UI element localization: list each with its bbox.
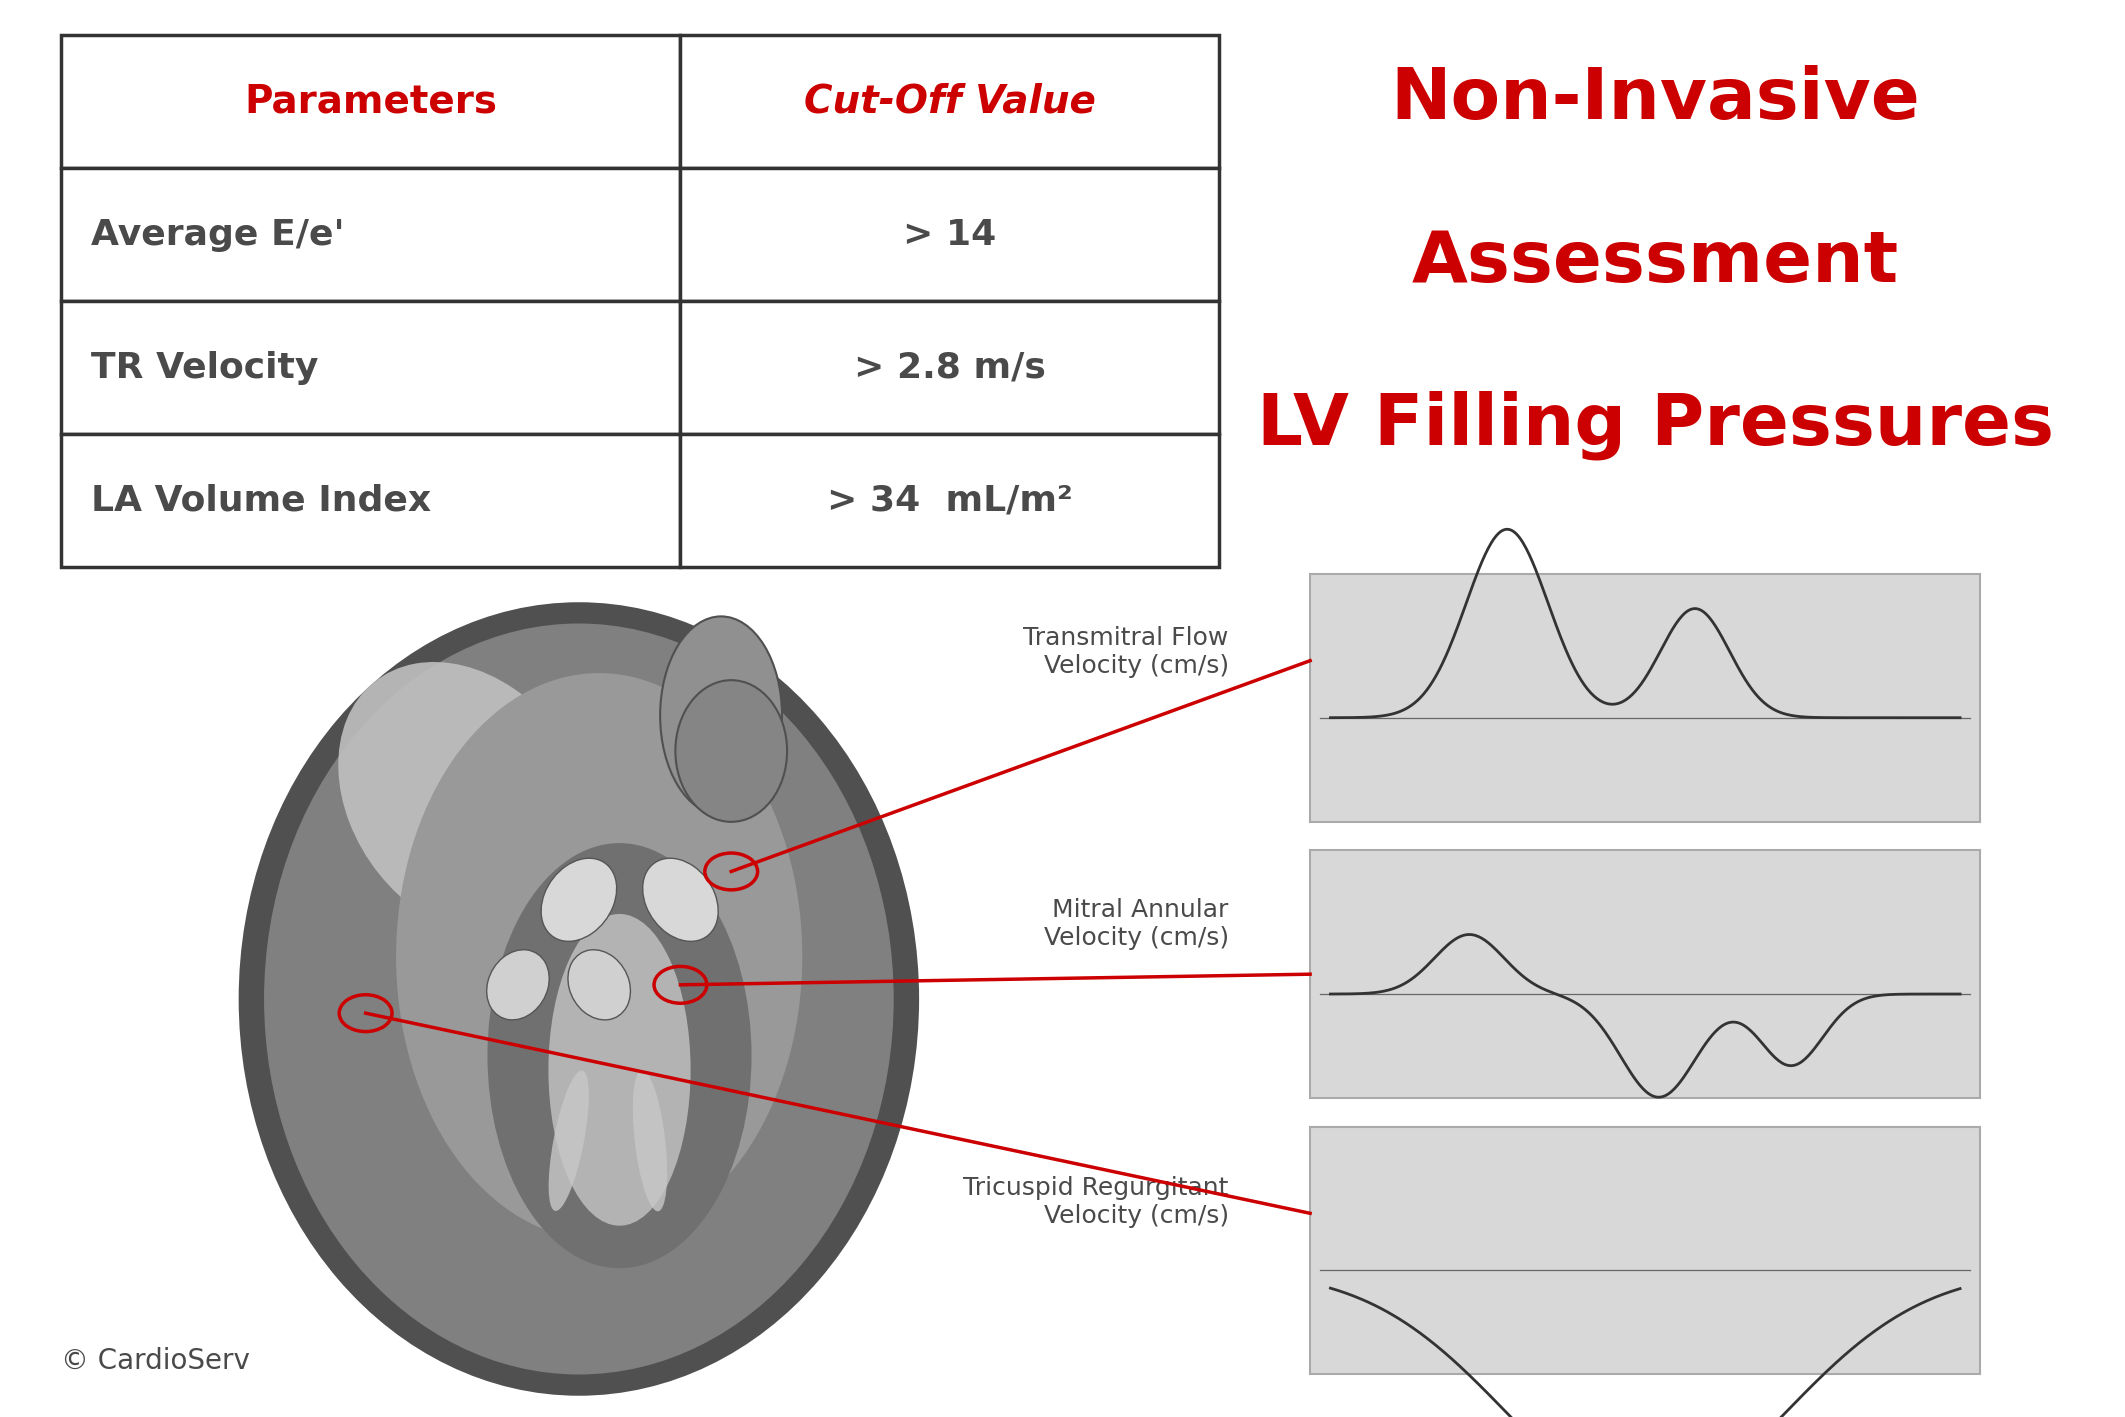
Text: Non-Invasive: Non-Invasive <box>1390 65 1921 133</box>
Ellipse shape <box>548 1070 589 1212</box>
Text: Transmitral Flow
Velocity (cm/s): Transmitral Flow Velocity (cm/s) <box>1024 626 1228 677</box>
Ellipse shape <box>642 859 718 941</box>
FancyBboxPatch shape <box>1311 574 1980 822</box>
Ellipse shape <box>264 623 895 1374</box>
FancyBboxPatch shape <box>1311 850 1980 1098</box>
Ellipse shape <box>238 602 920 1396</box>
Text: > 34  mL/m²: > 34 mL/m² <box>827 483 1073 517</box>
FancyBboxPatch shape <box>62 169 680 302</box>
Ellipse shape <box>487 843 752 1268</box>
Text: Mitral Annular
Velocity (cm/s): Mitral Annular Velocity (cm/s) <box>1043 898 1228 949</box>
Text: > 14: > 14 <box>903 218 997 252</box>
Ellipse shape <box>542 859 616 941</box>
Text: Assessment: Assessment <box>1411 228 1900 296</box>
Text: Parameters: Parameters <box>244 82 497 120</box>
Text: LV Filling Pressures: LV Filling Pressures <box>1256 390 2055 461</box>
Text: © CardioServ: © CardioServ <box>62 1346 251 1374</box>
FancyBboxPatch shape <box>62 302 680 434</box>
Text: LA Volume Index: LA Volume Index <box>91 483 431 517</box>
Ellipse shape <box>661 616 782 815</box>
Text: Average E/e': Average E/e' <box>91 218 344 252</box>
FancyBboxPatch shape <box>680 35 1220 169</box>
Text: TR Velocity: TR Velocity <box>91 350 319 384</box>
Ellipse shape <box>487 949 548 1020</box>
FancyBboxPatch shape <box>680 302 1220 434</box>
Ellipse shape <box>567 949 631 1020</box>
FancyBboxPatch shape <box>1311 1127 1980 1374</box>
Ellipse shape <box>633 1070 667 1212</box>
Ellipse shape <box>548 914 691 1226</box>
FancyBboxPatch shape <box>680 434 1220 567</box>
Ellipse shape <box>395 673 803 1240</box>
Ellipse shape <box>676 680 786 822</box>
FancyBboxPatch shape <box>680 169 1220 302</box>
FancyBboxPatch shape <box>62 434 680 567</box>
Text: Tricuspid Regurgitant
Velocity (cm/s): Tricuspid Regurgitant Velocity (cm/s) <box>963 1176 1228 1227</box>
FancyBboxPatch shape <box>62 35 680 169</box>
Text: Cut-Off Value: Cut-Off Value <box>803 82 1096 120</box>
Ellipse shape <box>338 662 597 939</box>
Text: > 2.8 m/s: > 2.8 m/s <box>854 350 1046 384</box>
